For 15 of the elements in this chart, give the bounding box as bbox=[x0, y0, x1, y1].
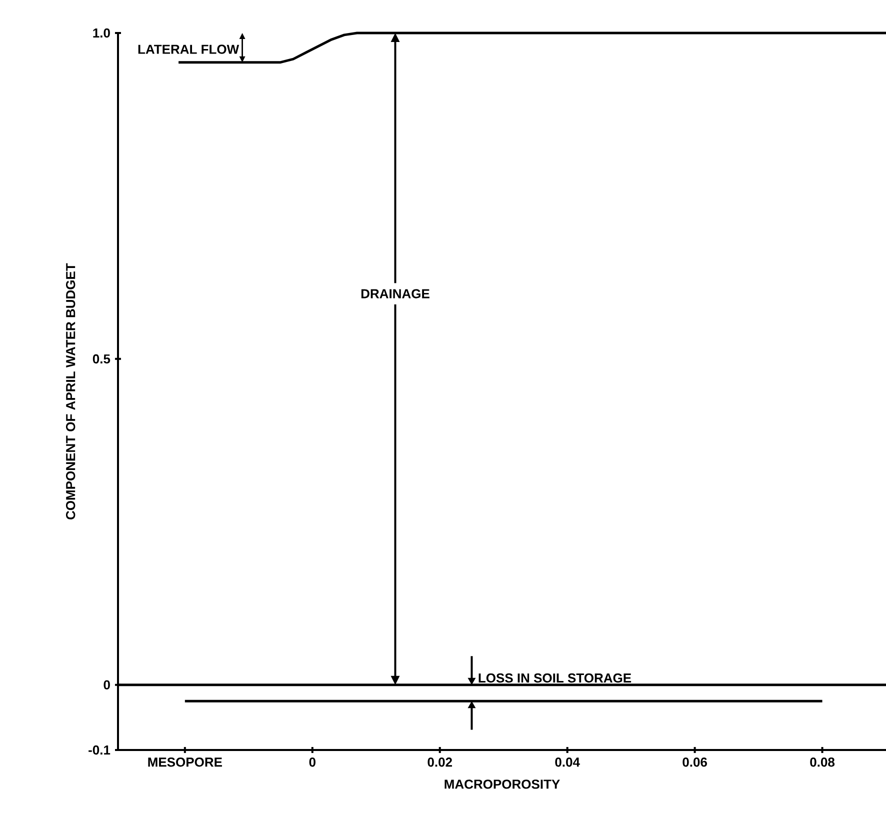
x-tick-label: MESOPORE bbox=[148, 758, 222, 767]
x-axis-title: MACROPOROSITY bbox=[444, 780, 560, 789]
y-axis-title: COMPONENT OF APRIL WATER BUDGET bbox=[66, 263, 76, 520]
x-tick-label: 0.04 bbox=[555, 758, 580, 767]
y-tick-label: -0.1 bbox=[88, 745, 110, 755]
x-tick-label: 0.02 bbox=[428, 758, 452, 767]
y-tick-label: 0.5 bbox=[92, 354, 110, 364]
x-tick-label: 0.08 bbox=[810, 758, 835, 767]
x-tick-label: 0.06 bbox=[682, 758, 707, 767]
y-tick-label: 1.0 bbox=[93, 28, 110, 38]
annotation: DRAINAGE bbox=[361, 289, 430, 298]
annotation: LATERAL FLOW bbox=[138, 44, 240, 54]
annotation: LOSS IN SOIL STORAGE bbox=[478, 673, 632, 683]
y-tick-label: 0 bbox=[104, 680, 110, 690]
x-tick-label: 0 bbox=[309, 758, 316, 767]
